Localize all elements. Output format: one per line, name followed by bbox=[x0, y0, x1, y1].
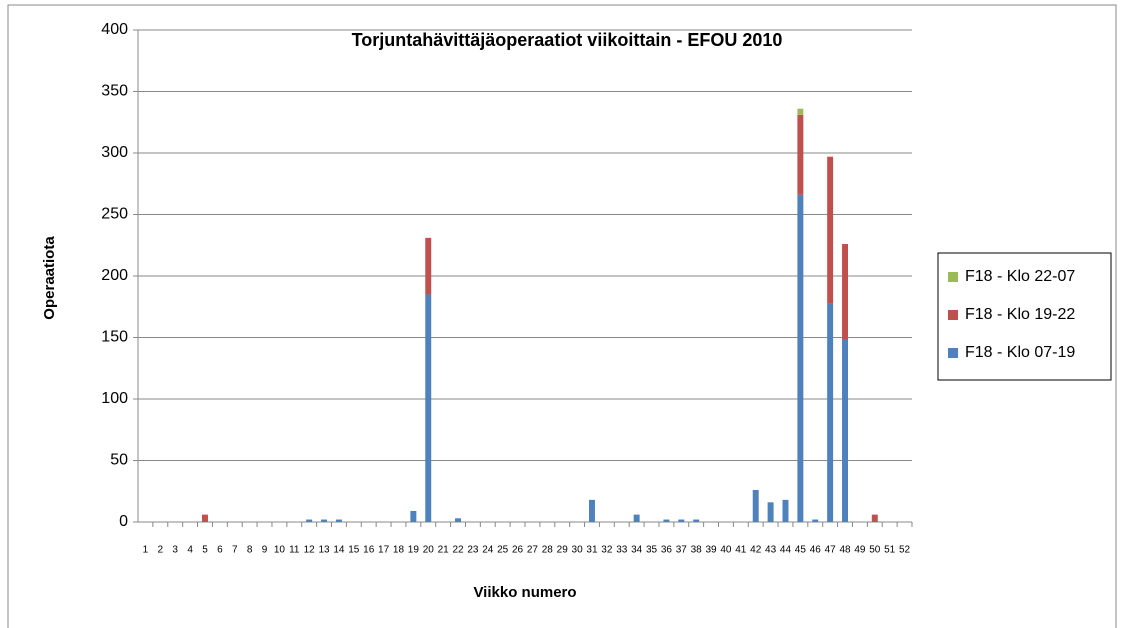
x-tick-label: 46 bbox=[810, 545, 822, 556]
x-tick-label: 15 bbox=[348, 545, 360, 556]
x-tick-label: 37 bbox=[676, 545, 688, 556]
x-tick-label: 9 bbox=[262, 545, 268, 556]
x-tick-label: 16 bbox=[363, 545, 375, 556]
bar-segment bbox=[693, 519, 700, 522]
bar-segment bbox=[455, 518, 461, 522]
x-tick-label: 36 bbox=[661, 545, 673, 556]
x-tick-label: 10 bbox=[274, 545, 286, 556]
bar-segment bbox=[410, 510, 417, 522]
legend-swatch bbox=[948, 348, 958, 358]
bar-segment bbox=[827, 156, 834, 304]
x-tick-label: 32 bbox=[601, 545, 613, 556]
x-tick-label: 40 bbox=[720, 545, 732, 556]
legend-swatch bbox=[948, 310, 958, 320]
y-tick-label: 200 bbox=[101, 267, 128, 284]
legend-label: F18 - Klo 19-22 bbox=[965, 306, 1075, 323]
legend-label: F18 - Klo 22-07 bbox=[965, 268, 1075, 285]
bar-segment bbox=[425, 294, 432, 522]
bar-segment bbox=[782, 499, 789, 522]
bar-segment bbox=[633, 514, 640, 522]
y-tick-label: 350 bbox=[101, 83, 128, 100]
y-tick-label: 0 bbox=[119, 513, 128, 530]
bar-segment bbox=[202, 514, 208, 522]
y-tick-label: 50 bbox=[110, 452, 128, 469]
x-tick-label: 38 bbox=[691, 545, 703, 556]
x-tick-label: 27 bbox=[527, 545, 539, 556]
x-tick-label: 51 bbox=[884, 545, 896, 556]
x-tick-label: 4 bbox=[187, 545, 193, 556]
bar-segment bbox=[797, 108, 804, 115]
x-tick-label: 17 bbox=[378, 545, 390, 556]
chart-title: Torjuntahävittäjäoperaatiot viikoittain … bbox=[352, 30, 783, 50]
legend bbox=[937, 252, 1112, 381]
x-tick-label: 23 bbox=[467, 545, 479, 556]
y-tick-label: 250 bbox=[101, 206, 128, 223]
x-tick-label: 26 bbox=[512, 545, 524, 556]
y-tick-label: 400 bbox=[101, 21, 128, 38]
x-tick-label: 7 bbox=[232, 545, 238, 556]
x-tick-label: 43 bbox=[765, 545, 777, 556]
x-tick-label: 33 bbox=[616, 545, 628, 556]
x-tick-label: 49 bbox=[854, 545, 866, 556]
x-tick-label: 11 bbox=[289, 545, 300, 556]
bar-segment bbox=[425, 237, 432, 295]
x-tick-label: 25 bbox=[497, 545, 509, 556]
x-tick-label: 8 bbox=[247, 545, 253, 556]
x-tick-label: 29 bbox=[557, 545, 569, 556]
bar-segment bbox=[589, 499, 595, 522]
bar-segment bbox=[842, 339, 848, 522]
legend-label: F18 - Klo 07-19 bbox=[965, 344, 1075, 361]
x-tick-label: 19 bbox=[408, 545, 420, 556]
y-tick-label: 100 bbox=[101, 390, 128, 407]
bar-segment bbox=[678, 519, 685, 522]
bar-segment bbox=[752, 490, 759, 522]
x-tick-label: 24 bbox=[482, 545, 494, 556]
x-tick-label: 20 bbox=[423, 545, 435, 556]
x-tick-label: 34 bbox=[631, 545, 643, 556]
bar-segment bbox=[827, 303, 834, 522]
x-tick-label: 45 bbox=[795, 545, 807, 556]
legend-swatch bbox=[948, 272, 958, 282]
x-tick-label: 12 bbox=[304, 545, 316, 556]
bar-segment bbox=[797, 114, 804, 195]
x-tick-label: 13 bbox=[318, 545, 330, 556]
x-tick-label: 42 bbox=[750, 545, 762, 556]
x-tick-label: 48 bbox=[839, 545, 851, 556]
x-tick-label: 1 bbox=[143, 545, 149, 556]
x-tick-label: 5 bbox=[202, 545, 208, 556]
x-tick-label: 21 bbox=[438, 545, 450, 556]
bar-segment bbox=[767, 502, 774, 522]
x-tick-label: 41 bbox=[735, 545, 747, 556]
x-tick-label: 18 bbox=[393, 545, 405, 556]
bar-segment bbox=[842, 244, 848, 340]
x-tick-label: 28 bbox=[542, 545, 554, 556]
x-tick-label: 31 bbox=[586, 545, 598, 556]
x-tick-label: 6 bbox=[217, 545, 223, 556]
x-tick-label: 30 bbox=[572, 545, 584, 556]
x-tick-label: 2 bbox=[158, 545, 164, 556]
bar-segment bbox=[335, 519, 342, 522]
bar-segment bbox=[797, 194, 804, 522]
x-tick-label: 14 bbox=[333, 545, 345, 556]
chart-border bbox=[7, 4, 1117, 628]
x-tick-label: 3 bbox=[172, 545, 178, 556]
bar-segment bbox=[663, 519, 670, 522]
x-tick-label: 50 bbox=[869, 545, 881, 556]
y-axis-label: Operaatiota bbox=[41, 236, 58, 320]
x-tick-label: 47 bbox=[825, 545, 837, 556]
x-tick-label: 52 bbox=[899, 545, 911, 556]
x-tick-label: 22 bbox=[452, 545, 464, 556]
x-tick-label: 35 bbox=[646, 545, 658, 556]
y-tick-label: 150 bbox=[101, 329, 128, 346]
y-tick-label: 300 bbox=[101, 144, 128, 161]
x-tick-label: 39 bbox=[705, 545, 717, 556]
bar-segment bbox=[871, 514, 878, 522]
x-tick-label: 44 bbox=[780, 545, 792, 556]
bar-segment bbox=[306, 519, 313, 522]
bar-segment bbox=[321, 519, 328, 522]
bar-segment bbox=[812, 519, 819, 522]
x-axis-label: Viikko numero bbox=[473, 584, 576, 601]
